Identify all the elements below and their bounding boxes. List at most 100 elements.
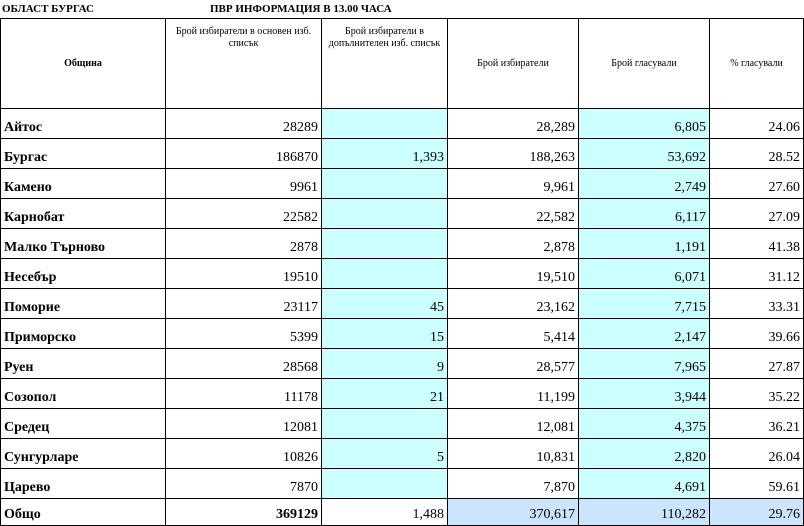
cell-voters-additional[interactable]: 9 [321,348,448,379]
cell-percent[interactable]: 35.22 [709,378,804,409]
cell-voters-additional[interactable] [321,108,448,139]
header-municipality: Община [0,18,166,109]
cell-voters-main[interactable]: 28289 [165,108,322,139]
cell-municipality[interactable]: Царево [0,468,166,499]
cell-voters-additional[interactable] [321,258,448,289]
cell-voters-additional[interactable] [321,468,448,499]
cell-percent[interactable]: 31.12 [709,258,804,289]
cell-voters-main[interactable]: 28568 [165,348,322,379]
cell-municipality[interactable]: Поморие [0,288,166,319]
cell-voters[interactable]: 7,870 [447,468,579,499]
cell-voted[interactable]: 2,147 [578,318,710,349]
cell-voters-main[interactable]: 186870 [165,138,322,169]
cell-percent[interactable]: 27.09 [709,198,804,229]
table-row: Созопол 11178 21 11,199 3,944 35.22 [0,378,804,409]
header-row: Община Брой избиратели в основен изб. сп… [0,18,804,109]
cell-voters-main[interactable]: 11178 [165,378,322,409]
cell-municipality[interactable]: Малко Търново [0,228,166,259]
cell-percent[interactable]: 27.60 [709,168,804,199]
header-voted: Брой гласували [578,18,710,109]
cell-municipality[interactable]: Камено [0,168,166,199]
cell-voted[interactable]: 2,749 [578,168,710,199]
cell-voters[interactable]: 188,263 [447,138,579,169]
header-voters-main: Брой избиратели в основен изб. списък [165,18,322,109]
cell-percent[interactable]: 59.61 [709,468,804,499]
cell-percent[interactable]: 28.52 [709,138,804,169]
cell-municipality[interactable]: Средец [0,408,166,439]
cell-municipality[interactable]: Руен [0,348,166,379]
cell-voters-main[interactable]: 2878 [165,228,322,259]
cell-percent[interactable]: 27.87 [709,348,804,379]
cell-voted[interactable]: 6,117 [578,198,710,229]
cell-municipality[interactable]: Бургас [0,138,166,169]
cell-voters-additional[interactable] [321,228,448,259]
cell-voters[interactable]: 12,081 [447,408,579,439]
cell-voted[interactable]: 7,715 [578,288,710,319]
cell-voters-main[interactable]: 23117 [165,288,322,319]
cell-municipality[interactable]: Карнобат [0,198,166,229]
cell-percent[interactable]: 24.06 [709,108,804,139]
cell-voted[interactable]: 2,820 [578,438,710,469]
cell-municipality[interactable]: Несебър [0,258,166,289]
cell-voted[interactable]: 6,071 [578,258,710,289]
cell-voters[interactable]: 23,162 [447,288,579,319]
cell-municipality[interactable]: Созопол [0,378,166,409]
cell-voters[interactable]: 22,582 [447,198,579,229]
table-row: Несебър 19510 19,510 6,071 31.12 [0,258,804,289]
cell-voters-main[interactable]: 19510 [165,258,322,289]
table-row: Поморие 23117 45 23,162 7,715 33.31 [0,288,804,319]
cell-voters-additional[interactable] [321,198,448,229]
table-row: Средец 12081 12,081 4,375 36.21 [0,408,804,439]
cell-voters-additional[interactable]: 5 [321,438,448,469]
table-row: Бургас 186870 1,393 188,263 53,692 28.52 [0,138,804,169]
cell-municipality[interactable]: Айтос [0,108,166,139]
table-row: Царево 7870 7,870 4,691 59.61 [0,468,804,499]
cell-voters[interactable]: 11,199 [447,378,579,409]
cell-voters[interactable]: 19,510 [447,258,579,289]
cell-voted[interactable]: 3,944 [578,378,710,409]
cell-voted[interactable]: 53,692 [578,138,710,169]
cell-voters-main[interactable]: 5399 [165,318,322,349]
cell-voters-additional[interactable] [321,168,448,199]
table-row: Приморско 5399 15 5,414 2,147 39.66 [0,318,804,349]
spreadsheet: ОБЛАСТ БУРГАС ПВР ИНФОРМАЦИЯ В 13.00 ЧАС… [0,3,804,526]
turnout-table: Община Брой избиратели в основен изб. сп… [0,18,804,526]
report-title: ПВР ИНФОРМАЦИЯ В 13.00 ЧАСА [210,3,392,15]
cell-voters-main[interactable]: 10826 [165,438,322,469]
cell-voters[interactable]: 28,577 [447,348,579,379]
cell-percent[interactable]: 36.21 [709,408,804,439]
cell-voters-main[interactable]: 12081 [165,408,322,439]
header-percent: % гласували [709,18,804,109]
cell-voted[interactable]: 1,191 [578,228,710,259]
table-row: Камено 9961 9,961 2,749 27.60 [0,168,804,199]
cell-percent[interactable]: 41.38 [709,228,804,259]
cell-voters-additional[interactable]: 15 [321,318,448,349]
region-title: ОБЛАСТ БУРГАС [2,3,94,15]
table-row: Карнобат 22582 22,582 6,117 27.09 [0,198,804,229]
cell-percent[interactable]: 39.66 [709,318,804,349]
cell-municipality[interactable]: Приморско [0,318,166,349]
cell-voters[interactable]: 9,961 [447,168,579,199]
cell-voters-main[interactable]: 7870 [165,468,322,499]
cell-percent[interactable]: 33.31 [709,288,804,319]
table-row: Малко Търново 2878 2,878 1,191 41.38 [0,228,804,259]
cell-voters-main[interactable]: 9961 [165,168,322,199]
cell-municipality[interactable]: Сунгурларе [0,438,166,469]
table-row: Айтос 28289 28,289 6,805 24.06 [0,108,804,139]
cell-voters[interactable]: 5,414 [447,318,579,349]
cell-voters-additional[interactable] [321,408,448,439]
cell-voters[interactable]: 28,289 [447,108,579,139]
table-row: Руен 28568 9 28,577 7,965 27.87 [0,348,804,379]
cell-voters[interactable]: 2,878 [447,228,579,259]
cell-voted[interactable]: 7,965 [578,348,710,379]
header-voters: Брой избиратели [447,18,579,109]
cell-voters[interactable]: 10,831 [447,438,579,469]
cell-voters-main[interactable]: 22582 [165,198,322,229]
cell-voted[interactable]: 6,805 [578,108,710,139]
cell-voters-additional[interactable]: 1,393 [321,138,448,169]
cell-voted[interactable]: 4,691 [578,468,710,499]
cell-voters-additional[interactable]: 21 [321,378,448,409]
cell-voted[interactable]: 4,375 [578,408,710,439]
cell-voters-additional[interactable]: 45 [321,288,448,319]
cell-percent[interactable]: 26.04 [709,438,804,469]
